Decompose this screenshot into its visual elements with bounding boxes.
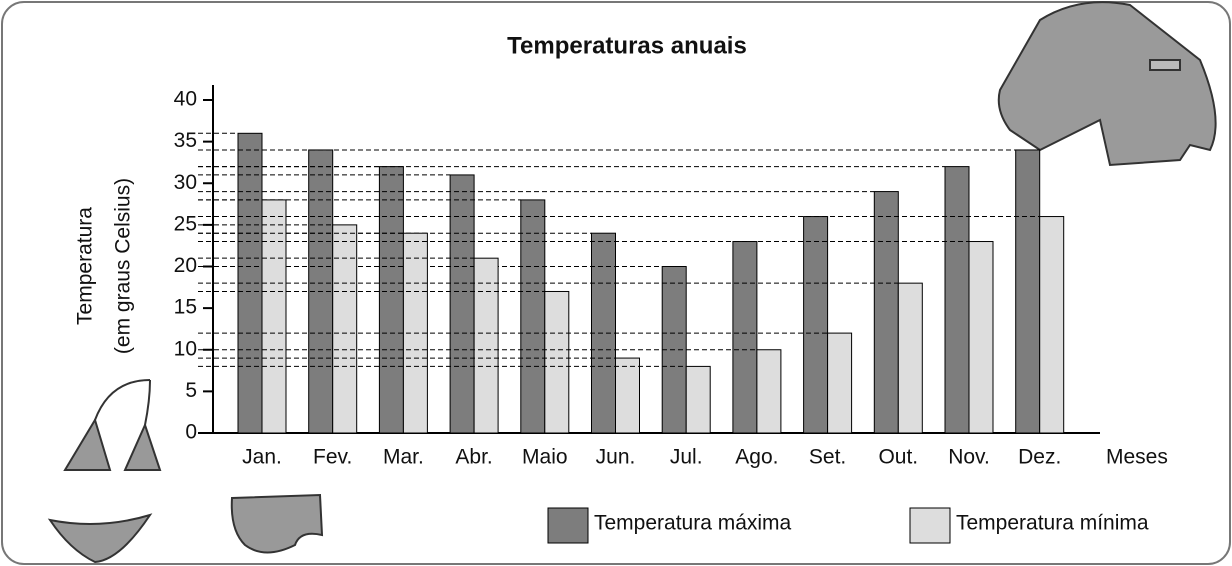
bar <box>449 174 475 434</box>
bar <box>591 232 616 434</box>
bar <box>873 191 899 434</box>
x-tick-label: Fev. <box>313 446 352 469</box>
y-tick-label: 35 <box>174 129 197 152</box>
chart-title: Temperaturas anuais <box>507 32 747 59</box>
legend-label: Temperatura máxima <box>594 512 792 535</box>
y-tick-label: 40 <box>174 88 197 111</box>
y-tick-label: 20 <box>174 254 197 277</box>
y-tick-label: 0 <box>185 421 197 444</box>
legend-swatch <box>547 507 589 544</box>
bar <box>378 166 404 434</box>
y-tick-label: 25 <box>174 212 197 235</box>
bar <box>544 290 570 434</box>
y-tick-label: 10 <box>174 337 197 360</box>
bar <box>615 357 640 434</box>
legend-swatch <box>909 507 951 544</box>
bar <box>897 282 923 434</box>
bar <box>732 241 758 434</box>
bar <box>520 199 546 434</box>
bar <box>803 216 829 434</box>
bar <box>473 257 499 434</box>
bar <box>261 199 287 434</box>
bar <box>1015 149 1041 434</box>
x-tick-label: Dez. <box>1018 446 1061 469</box>
legend-label: Temperatura mínima <box>956 512 1149 535</box>
bikini-illustration <box>47 379 162 564</box>
bar <box>944 166 970 434</box>
x-tick-label: Out. <box>878 446 918 469</box>
x-tick-label: Jan. <box>242 446 282 469</box>
bar <box>685 365 711 434</box>
x-tick-label: Ago. <box>735 446 778 469</box>
swim-trunks-illustration <box>230 493 324 554</box>
y-axis-label: (em graus Celsius) <box>112 178 135 354</box>
y-tick-label: 15 <box>174 296 197 319</box>
jacket-illustration <box>997 1 1217 167</box>
x-tick-label: Mar. <box>383 446 424 469</box>
x-tick-label: Jul. <box>670 446 703 469</box>
y-axis-label: Temperatura <box>74 207 97 325</box>
bar <box>827 332 853 434</box>
y-tick-label: 5 <box>185 379 197 402</box>
x-tick-label: Abr. <box>455 446 492 469</box>
x-axis-label: Meses <box>1106 446 1168 469</box>
y-tick-label: 30 <box>174 171 197 194</box>
x-tick-label: Set. <box>809 446 846 469</box>
x-tick-label: Jun. <box>596 446 636 469</box>
x-tick-label: Maio <box>522 446 568 469</box>
bar <box>968 241 994 434</box>
bar <box>1039 216 1065 434</box>
bar <box>332 224 358 434</box>
x-tick-label: Nov. <box>948 446 990 469</box>
bar <box>756 349 782 434</box>
